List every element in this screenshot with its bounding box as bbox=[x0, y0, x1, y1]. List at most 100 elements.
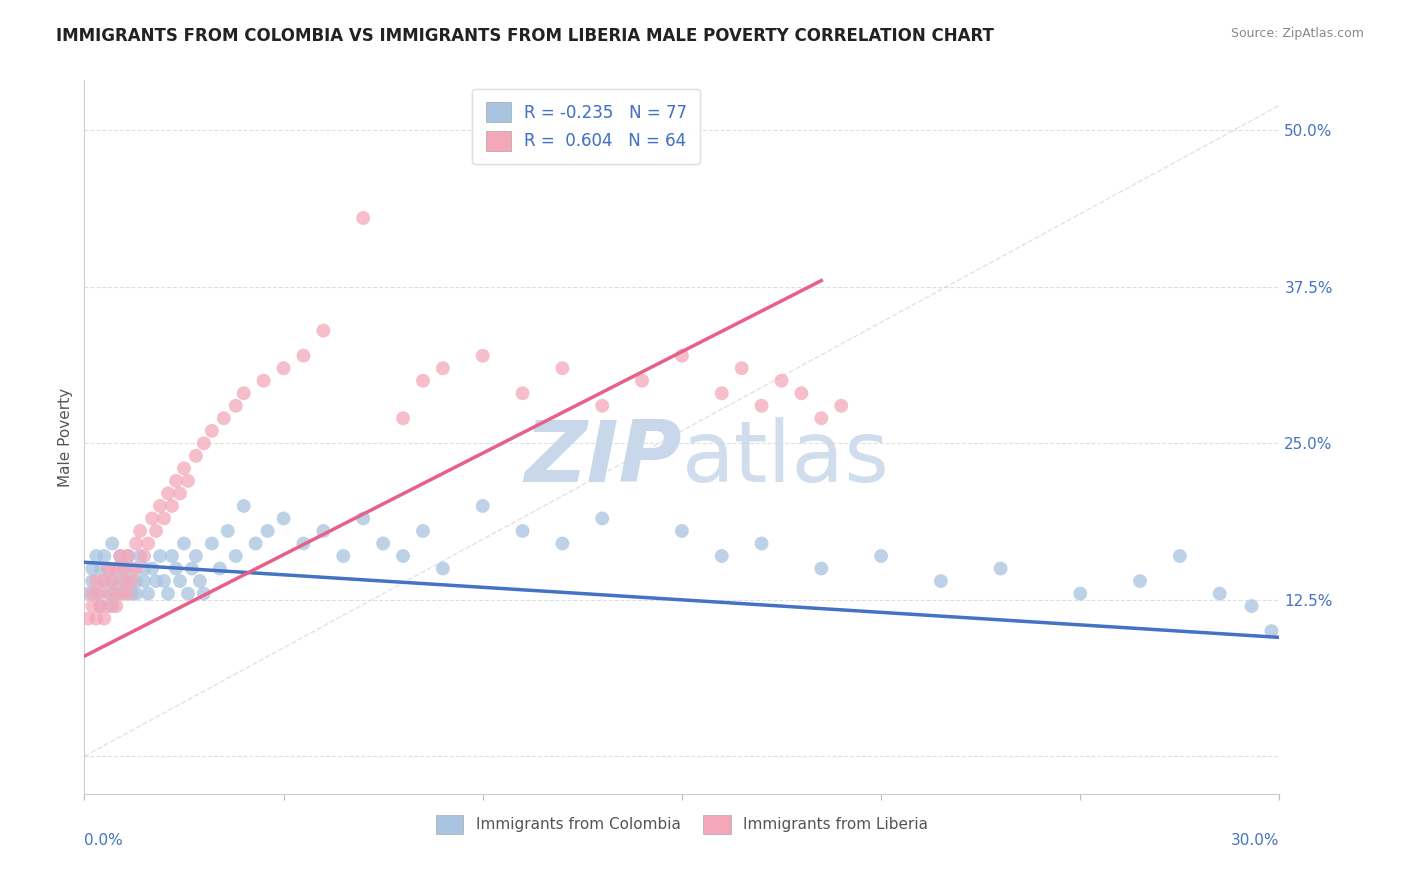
Point bbox=[86, 586, 108, 600]
Point bbox=[432, 361, 454, 376]
Point bbox=[256, 524, 278, 538]
Point bbox=[1069, 586, 1091, 600]
Point bbox=[731, 361, 754, 376]
Point bbox=[112, 586, 135, 600]
Point bbox=[89, 599, 111, 613]
Point bbox=[97, 586, 120, 600]
Point bbox=[169, 574, 191, 588]
Point bbox=[373, 536, 395, 550]
Point bbox=[232, 499, 254, 513]
Point bbox=[89, 586, 111, 600]
Point bbox=[810, 561, 832, 575]
Point bbox=[551, 361, 574, 376]
Point bbox=[132, 549, 156, 563]
Point bbox=[132, 574, 156, 588]
Point bbox=[225, 399, 247, 413]
Point bbox=[125, 536, 148, 550]
Text: atlas: atlas bbox=[682, 417, 890, 500]
Text: Source: ZipAtlas.com: Source: ZipAtlas.com bbox=[1230, 27, 1364, 40]
Point bbox=[232, 386, 254, 401]
Point bbox=[173, 461, 195, 475]
Point bbox=[82, 561, 104, 575]
Point bbox=[132, 561, 156, 575]
Point bbox=[112, 574, 135, 588]
Point bbox=[86, 574, 108, 588]
Point bbox=[125, 574, 148, 588]
Point bbox=[273, 361, 295, 376]
Point bbox=[312, 524, 335, 538]
Point bbox=[82, 586, 104, 600]
Point bbox=[141, 561, 163, 575]
Point bbox=[110, 549, 132, 563]
Point bbox=[153, 574, 176, 588]
Point bbox=[392, 411, 415, 425]
Point bbox=[136, 586, 159, 600]
Point bbox=[392, 549, 415, 563]
Point bbox=[125, 586, 148, 600]
Point bbox=[110, 586, 132, 600]
Point bbox=[184, 449, 207, 463]
Point bbox=[352, 511, 374, 525]
Point bbox=[101, 574, 124, 588]
Point bbox=[225, 549, 247, 563]
Point bbox=[1168, 549, 1191, 563]
Point bbox=[173, 536, 195, 550]
Point bbox=[432, 561, 454, 575]
Point bbox=[157, 586, 180, 600]
Point bbox=[631, 374, 654, 388]
Point bbox=[149, 549, 172, 563]
Point bbox=[184, 549, 207, 563]
Point bbox=[471, 499, 494, 513]
Point bbox=[352, 211, 374, 225]
Point bbox=[201, 536, 224, 550]
Point bbox=[97, 599, 120, 613]
Point bbox=[121, 586, 143, 600]
Text: 30.0%: 30.0% bbox=[1232, 833, 1279, 848]
Point bbox=[101, 599, 124, 613]
Point bbox=[710, 549, 733, 563]
Point bbox=[181, 561, 204, 575]
Point bbox=[141, 511, 163, 525]
Point bbox=[101, 536, 124, 550]
Point bbox=[312, 324, 335, 338]
Point bbox=[105, 561, 128, 575]
Point bbox=[86, 549, 108, 563]
Point bbox=[110, 549, 132, 563]
Point bbox=[169, 486, 191, 500]
Point bbox=[751, 536, 773, 550]
Point bbox=[671, 524, 693, 538]
Point bbox=[93, 612, 115, 626]
Point bbox=[160, 549, 183, 563]
Point bbox=[208, 561, 231, 575]
Point bbox=[193, 586, 215, 600]
Point bbox=[101, 574, 124, 588]
Point bbox=[129, 549, 152, 563]
Point bbox=[86, 612, 108, 626]
Point bbox=[671, 349, 693, 363]
Point bbox=[105, 586, 128, 600]
Point bbox=[188, 574, 211, 588]
Point bbox=[212, 411, 235, 425]
Point bbox=[217, 524, 239, 538]
Point bbox=[89, 599, 111, 613]
Point bbox=[177, 586, 200, 600]
Point bbox=[157, 486, 180, 500]
Point bbox=[160, 499, 183, 513]
Point bbox=[253, 374, 276, 388]
Point bbox=[165, 474, 187, 488]
Point bbox=[93, 549, 115, 563]
Point bbox=[1209, 586, 1232, 600]
Point bbox=[145, 574, 167, 588]
Point bbox=[112, 561, 135, 575]
Point bbox=[591, 399, 613, 413]
Point bbox=[512, 386, 534, 401]
Point bbox=[101, 586, 124, 600]
Point bbox=[165, 561, 187, 575]
Point bbox=[82, 574, 104, 588]
Point bbox=[870, 549, 893, 563]
Point bbox=[97, 561, 120, 575]
Y-axis label: Male Poverty: Male Poverty bbox=[58, 387, 73, 487]
Point bbox=[77, 612, 100, 626]
Point bbox=[770, 374, 793, 388]
Point bbox=[93, 574, 115, 588]
